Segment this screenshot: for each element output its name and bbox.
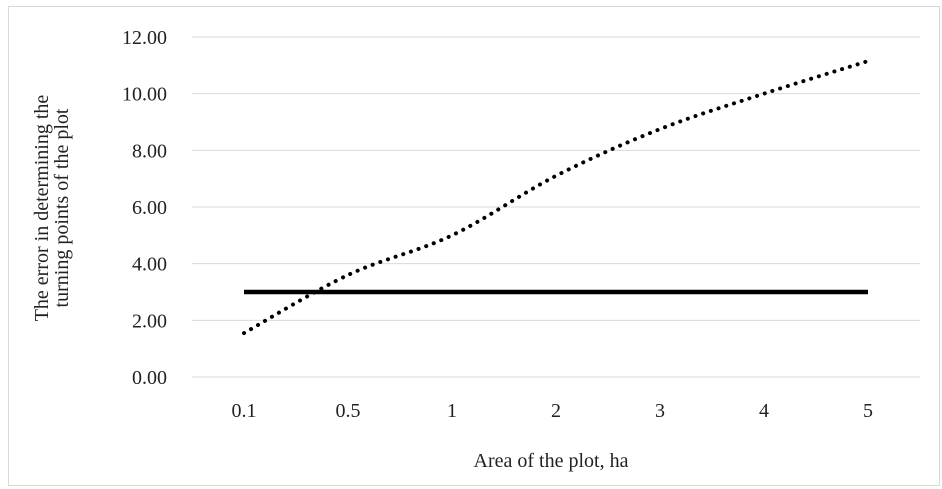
x-tick-label: 0.1 [232,400,257,422]
y-tick-label: 6.00 [132,197,167,219]
x-tick-label: 3 [655,400,665,422]
x-tick-labels: 0.1 0.5 1 2 3 4 5 [232,400,874,422]
x-tick-label: 0.5 [336,400,361,422]
y-tick-label: 8.00 [132,140,167,162]
x-tick-label: 2 [551,400,561,422]
y-tick-label: 12.00 [122,27,167,49]
y-tick-label: 4.00 [132,254,167,276]
y-axis-title-line-2: turning points of the plot [51,108,73,307]
chart-frame [8,6,940,486]
series-lines [242,59,870,336]
x-axis-title: Area of the plot, ha [474,450,629,472]
y-axis-title: The error in determining the turning poi… [31,95,73,322]
y-tick-labels: 0.00 2.00 4.00 6.00 8.00 10.00 12.00 [122,27,167,389]
y-tick-label: 10.00 [122,84,167,106]
gridlines [192,36,920,378]
x-tick-label: 1 [447,400,457,422]
y-tick-label: 0.00 [132,367,167,389]
x-tick-label: 4 [759,400,769,422]
x-tick-label: 5 [863,400,873,422]
y-tick-label: 2.00 [132,310,167,332]
y-axis-title-line-1: The error in determining the [31,95,53,322]
series-dotted-line [242,59,870,336]
